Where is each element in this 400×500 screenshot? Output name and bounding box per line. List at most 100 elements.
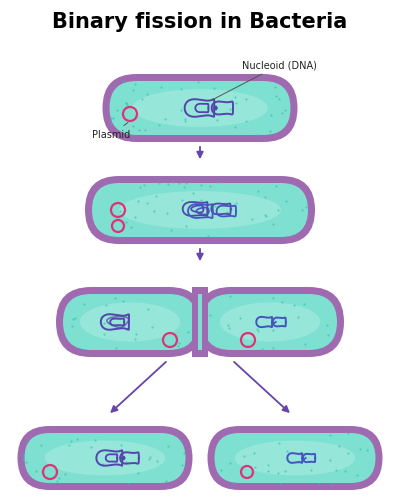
Point (291, 301, 297, 309)
FancyBboxPatch shape (24, 433, 186, 483)
Point (156, 180, 162, 188)
Point (249, 215, 256, 223)
Point (122, 218, 129, 226)
Point (92, 436, 98, 444)
Point (139, 95, 145, 103)
Point (120, 78, 126, 86)
Point (233, 99, 239, 107)
Point (142, 126, 148, 134)
Point (66, 440, 73, 448)
Point (226, 324, 232, 332)
Point (190, 188, 196, 196)
Point (259, 345, 266, 353)
Point (123, 99, 130, 107)
Point (215, 178, 221, 186)
Point (115, 212, 121, 220)
Point (54, 476, 60, 484)
Text: Binary fission in Bacteria: Binary fission in Bacteria (52, 12, 348, 32)
Point (279, 109, 286, 117)
Point (255, 187, 262, 195)
FancyBboxPatch shape (92, 183, 308, 237)
Point (272, 92, 279, 100)
Point (354, 472, 360, 480)
Point (255, 327, 261, 335)
Point (276, 438, 282, 446)
Point (237, 314, 243, 322)
FancyBboxPatch shape (196, 287, 344, 357)
Point (302, 340, 308, 348)
Point (328, 480, 334, 488)
Ellipse shape (119, 191, 281, 229)
Ellipse shape (235, 440, 355, 476)
Point (114, 106, 120, 114)
Ellipse shape (80, 302, 180, 342)
Point (144, 200, 150, 207)
Point (178, 106, 184, 114)
Point (208, 202, 214, 210)
Point (282, 466, 288, 474)
Point (228, 205, 234, 213)
Point (227, 292, 233, 300)
Point (178, 461, 185, 469)
Point (132, 213, 138, 221)
Text: Nucleoid (DNA): Nucleoid (DNA) (210, 60, 317, 100)
Point (163, 477, 169, 485)
Point (270, 220, 276, 228)
Point (227, 459, 234, 467)
Point (345, 430, 351, 438)
Point (232, 94, 239, 102)
Point (182, 108, 188, 116)
FancyBboxPatch shape (214, 433, 376, 483)
Point (332, 466, 339, 474)
Point (316, 480, 322, 488)
FancyBboxPatch shape (56, 287, 204, 357)
Bar (192, 287, 208, 357)
Point (81, 300, 88, 308)
Point (297, 450, 303, 458)
Point (179, 196, 186, 204)
Point (176, 338, 182, 346)
Point (100, 330, 107, 338)
Point (132, 335, 139, 343)
Point (276, 480, 283, 488)
Point (218, 466, 225, 474)
Point (144, 90, 150, 98)
Point (113, 344, 120, 352)
Point (275, 468, 282, 476)
Point (158, 82, 164, 90)
FancyBboxPatch shape (110, 81, 290, 135)
Point (195, 78, 202, 86)
Point (262, 210, 268, 218)
Point (252, 464, 258, 471)
Point (88, 443, 94, 451)
Point (198, 181, 204, 189)
Point (295, 458, 301, 466)
Point (262, 192, 269, 200)
Point (141, 181, 148, 189)
Point (23, 458, 30, 466)
Point (299, 206, 306, 214)
Point (136, 126, 142, 134)
FancyBboxPatch shape (102, 74, 298, 142)
Point (185, 328, 191, 336)
Point (176, 178, 182, 186)
Point (145, 304, 151, 312)
Point (301, 300, 307, 308)
Point (336, 442, 342, 450)
Point (227, 105, 234, 113)
Point (252, 131, 259, 139)
Point (132, 80, 138, 88)
Point (265, 460, 271, 468)
Point (198, 200, 204, 207)
Point (275, 206, 281, 214)
Point (212, 202, 218, 210)
Point (207, 311, 213, 319)
Point (264, 466, 271, 474)
Point (148, 324, 155, 332)
Point (357, 445, 363, 453)
Point (232, 200, 239, 207)
Point (282, 197, 289, 205)
Point (109, 114, 116, 122)
Point (251, 448, 258, 456)
Point (170, 178, 177, 186)
